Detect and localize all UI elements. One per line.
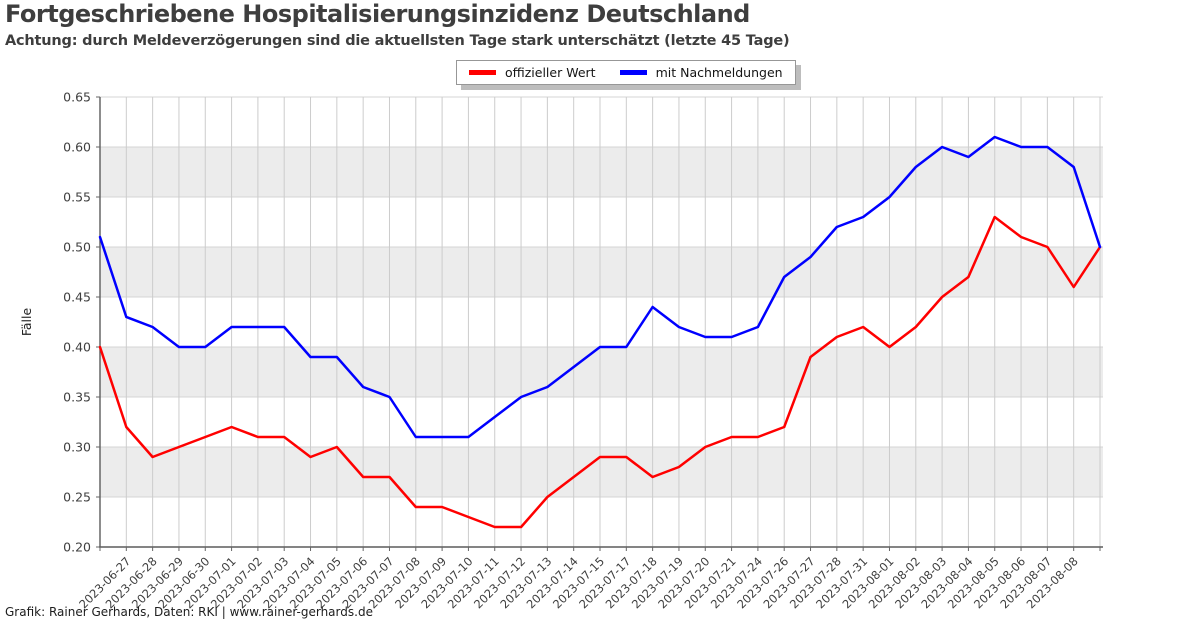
legend-entry-with-late-reports: mit Nachmeldungen (619, 65, 783, 80)
y-axis-tick-labels: 0.20 0.25 0.30 0.35 0.40 0.45 0.50 0.55 0.60 0.65 (63, 90, 100, 555)
red-line-swatch-icon (469, 70, 496, 75)
y-tick-label: 0.55 (63, 190, 91, 205)
y-tick-label: 0.25 (63, 490, 91, 505)
axes (99, 97, 1103, 548)
blue-line-swatch-icon (619, 70, 647, 75)
page-title: Fortgeschriebene Hospitalisierungsinzide… (5, 0, 750, 28)
y-tick-label: 0.65 (63, 90, 91, 105)
y-tick-label: 0.50 (63, 240, 91, 255)
y-tick-label: 0.35 (63, 390, 91, 405)
x-axis-tick-labels: 2023-06-272023-06-282023-06-292023-06-30… (76, 547, 1101, 611)
y-axis-title: Fälle (19, 308, 34, 337)
legend-label-with-late-reports: mit Nachmeldungen (655, 65, 783, 80)
y-tick-label: 0.40 (63, 340, 91, 355)
attribution-footer: Grafik: Rainer Gerhards, Daten: RKI | ww… (5, 605, 373, 619)
chart-legend: offizieller Wert mit Nachmeldungen (456, 60, 796, 85)
y-tick-label: 0.30 (63, 440, 91, 455)
y-axis-label: Fälle (19, 308, 34, 337)
legend-entry-official: offizieller Wert (469, 65, 596, 80)
background-bands (100, 147, 1103, 497)
y-tick-label: 0.45 (63, 290, 91, 305)
data-series (98, 135, 1102, 529)
chart-warning-subtitle: Achtung: durch Meldeverzögerungen sind d… (5, 33, 790, 49)
y-tick-label: 0.20 (63, 540, 91, 555)
series-line-offizieller-wert (98, 215, 1102, 529)
y-tick-label: 0.60 (63, 140, 91, 155)
series-line-mit-nachmeldungen (98, 135, 1102, 439)
legend-label-official: offizieller Wert (505, 65, 596, 80)
